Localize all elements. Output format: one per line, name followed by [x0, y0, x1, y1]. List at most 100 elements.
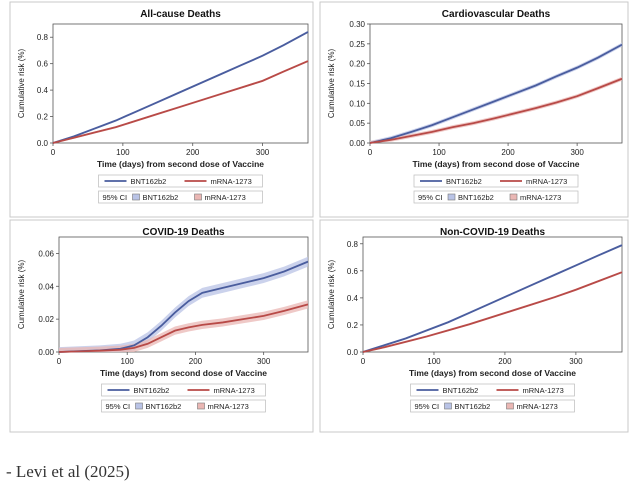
x-tick-label: 100 [121, 357, 135, 366]
x-axis-label: Time (days) from second dose of Vaccine [100, 368, 267, 378]
series-line-bnt162b2 [369, 43, 623, 144]
chart-title: Non-COVID-19 Deaths [440, 227, 545, 238]
legend-label-mrna-1273: mRNA-1273 [211, 177, 252, 186]
series-line-bnt162b2 [362, 244, 623, 353]
x-tick-label: 200 [189, 357, 203, 366]
chart-title: COVID-19 Deaths [142, 227, 225, 238]
x-tick-label: 0 [361, 357, 366, 366]
legend-label-bnt162b2: BNT162b2 [134, 386, 170, 395]
chart-panel-4: Non-COVID-19 Deaths 0.0 0.2 0.4 0.6 0.8 0 100 20… [319, 219, 629, 433]
plot-area [58, 236, 309, 353]
y-axis-label: Cumulative risk (%) [327, 48, 336, 118]
y-tick-label: 0.06 [38, 249, 54, 258]
legend-band-label-bnt162b2: BNT162b2 [146, 402, 182, 411]
y-tick-label: 0.04 [38, 282, 54, 291]
x-tick-label: 0 [368, 148, 373, 157]
y-tick-label: 0.8 [347, 240, 359, 249]
chart-title: Cardiovascular Deaths [442, 9, 551, 20]
charts-grid: All-cause Deaths 0.0 0.2 0.4 0.6 0.8 0 100 200 30… [9, 1, 629, 433]
legend-label-bnt162b2: BNT162b2 [446, 177, 482, 186]
legend-band-swatch-mrna-1273 [197, 402, 205, 410]
x-tick-label: 100 [116, 148, 130, 157]
legend-band-swatch-bnt162b2 [135, 402, 143, 410]
y-tick-label: 0.8 [37, 33, 49, 42]
ci-band-mrna-1273 [59, 300, 308, 352]
y-tick-label: 0.6 [347, 267, 359, 276]
x-axis-label: Time (days) from second dose of Vaccine [412, 159, 579, 169]
legend-band-label-bnt162b2: BNT162b2 [455, 402, 491, 411]
legend-ci-label: 95% CI [106, 402, 131, 411]
panel-border [319, 219, 629, 433]
plot-area [362, 236, 623, 353]
x-axis-label: Time (days) from second dose of Vaccine [97, 159, 264, 169]
legend-label-bnt162b2: BNT162b2 [443, 386, 479, 395]
x-tick-label: 300 [257, 357, 271, 366]
legend-band-swatch-bnt162b2 [132, 193, 140, 201]
y-tick-label: 0.4 [37, 86, 49, 95]
x-tick-label: 100 [432, 148, 446, 157]
legend-band-swatch-bnt162b2 [444, 402, 452, 410]
legend-band-label-mrna-1273: mRNA-1273 [208, 402, 249, 411]
legend-box-lines [413, 174, 579, 188]
y-tick-label: 0.6 [37, 60, 49, 69]
series-line-mrna-1273 [362, 271, 623, 353]
series-line-bnt162b2 [52, 31, 309, 144]
y-tick-label: 0.30 [349, 20, 365, 29]
y-axis-label: Cumulative risk (%) [327, 259, 336, 329]
y-tick-label: 0.00 [349, 139, 365, 148]
legend-ci-label: 95% CI [103, 193, 128, 202]
x-tick-label: 300 [256, 148, 270, 157]
x-tick-label: 200 [186, 148, 200, 157]
x-tick-label: 300 [569, 357, 583, 366]
y-tick-label: 0.05 [349, 119, 365, 128]
y-tick-label: 0.10 [349, 99, 365, 108]
x-tick-label: 0 [51, 148, 56, 157]
chart-title: All-cause Deaths [140, 9, 221, 20]
x-tick-label: 200 [498, 357, 512, 366]
plot-area [52, 23, 309, 144]
x-axis-label: Time (days) from second dose of Vaccine [409, 368, 576, 378]
y-axis-label: Cumulative risk (%) [17, 48, 26, 118]
legend-band-swatch-mrna-1273 [509, 193, 518, 201]
chart-panel-3: COVID-19 Deaths 0.00 0.02 0.04 0.06 0 100 200 30… [9, 219, 314, 433]
legend-label-mrna-1273: mRNA-1273 [526, 177, 567, 186]
series-line-mrna-1273 [52, 60, 309, 144]
legend-band-swatch-bnt162b2 [447, 193, 456, 201]
legend-label-mrna-1273: mRNA-1273 [214, 386, 255, 395]
y-tick-label: 0.15 [349, 80, 365, 89]
y-tick-label: 0.0 [347, 348, 359, 357]
legend-label-bnt162b2: BNT162b2 [131, 177, 167, 186]
legend-label-mrna-1273: mRNA-1273 [523, 386, 564, 395]
legend-band-label-mrna-1273: mRNA-1273 [205, 193, 246, 202]
chart-panel-2: Cardiovascular Deaths 0.00 0.05 0.10 0.15 0.2… [319, 1, 629, 218]
series-line-mrna-1273 [58, 303, 309, 353]
x-tick-label: 100 [427, 357, 441, 366]
legend-box-lines [98, 174, 263, 188]
y-tick-label: 0.25 [349, 40, 365, 49]
legend-ci-label: 95% CI [418, 193, 443, 202]
y-tick-label: 0.2 [347, 321, 359, 330]
y-axis-label: Cumulative risk (%) [17, 259, 26, 329]
figure-caption: - Levi et al (2025) [6, 462, 130, 481]
legend-band-label-bnt162b2: BNT162b2 [458, 193, 494, 202]
y-tick-label: 0.4 [347, 294, 359, 303]
chart-panel-1: All-cause Deaths 0.0 0.2 0.4 0.6 0.8 0 100 200 30… [9, 1, 314, 218]
y-tick-label: 0.0 [37, 139, 49, 148]
x-tick-label: 300 [570, 148, 584, 157]
legend-box-lines [410, 383, 575, 397]
y-tick-label: 0.20 [349, 60, 365, 69]
y-tick-label: 0.00 [38, 348, 54, 357]
y-tick-label: 0.02 [38, 315, 54, 324]
legend-band-label-bnt162b2: BNT162b2 [143, 193, 179, 202]
x-tick-label: 200 [501, 148, 515, 157]
legend-band-label-mrna-1273: mRNA-1273 [517, 402, 558, 411]
legend-ci-label: 95% CI [415, 402, 440, 411]
legend-band-swatch-mrna-1273 [506, 402, 514, 410]
legend-band-label-mrna-1273: mRNA-1273 [520, 193, 561, 202]
x-tick-label: 0 [57, 357, 62, 366]
